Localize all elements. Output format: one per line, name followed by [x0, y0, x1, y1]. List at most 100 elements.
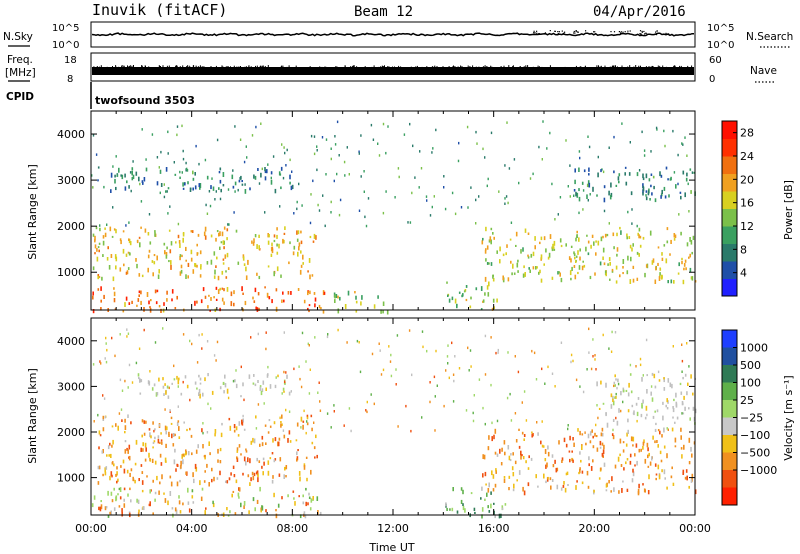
power-echo-cell [382, 211, 385, 215]
power-echo-cell [552, 243, 554, 249]
velocity-echo-cell [237, 434, 240, 437]
velocity-echo-cell [373, 402, 375, 406]
x-tick-label: 20:00 [578, 522, 610, 535]
nave-tick-mark [324, 66, 325, 69]
power-echo-cell [239, 138, 242, 141]
power-echo-cell [210, 234, 213, 238]
power-echo-cell [203, 231, 206, 237]
nsearch-point [594, 31, 596, 33]
nave-label: Nave [750, 65, 777, 77]
velocity-echo-cell [250, 440, 253, 445]
velocity-echo-cell [662, 415, 664, 421]
velocity-echo-cell [594, 354, 596, 357]
velocity-echo-cell [182, 453, 184, 457]
nave-tick-mark [659, 65, 661, 68]
power-echo-cell [385, 151, 387, 155]
power-echo-cell [307, 270, 309, 273]
nsearch-point [613, 31, 616, 33]
velocity-echo-cell [615, 392, 617, 396]
velocity-echo-cell [567, 484, 569, 486]
velocity-echo-cell [537, 432, 539, 436]
velocity-echo-cell [488, 510, 491, 513]
velocity-echo-cell [267, 431, 270, 434]
nave-tick-mark [115, 65, 117, 68]
power-echo-cell [258, 307, 260, 311]
power-echo-cell [185, 246, 187, 251]
power-echo-cell [313, 135, 316, 138]
nave-tick-mark [193, 65, 195, 68]
velocity-echo-cell [119, 333, 121, 336]
velocity-echo-cell [544, 382, 546, 385]
velocity-echo-cell [306, 420, 308, 423]
velocity-echo-cell [661, 434, 663, 438]
velocity-echo-cell [514, 412, 517, 415]
velocity-echo-cell [259, 386, 262, 391]
velocity-echo-cell [588, 327, 590, 331]
nsearch-point [665, 33, 667, 35]
power-echo-cell [578, 237, 580, 242]
power-echo-cell [267, 265, 270, 268]
velocity-echo-cell [521, 401, 523, 404]
power-echo-cell [136, 239, 139, 244]
nave-tick-mark [673, 65, 675, 68]
power-echo-cell [685, 267, 687, 271]
velocity-echo-cell [472, 411, 474, 415]
colorbar-frame [721, 120, 738, 297]
power-echo-cell [232, 185, 235, 189]
velocity-echo-cell [567, 424, 569, 427]
velocity-echo-cell [105, 466, 108, 470]
velocity-echo-cell [303, 465, 306, 470]
power-echo-cell [355, 300, 358, 304]
velocity-echo-cell [504, 503, 507, 506]
power-echo-cell [682, 279, 685, 285]
velocity-echo-cell [636, 460, 638, 466]
power-echo-cell [600, 236, 603, 242]
velocity-echo-cell [274, 437, 277, 442]
power-echo-cell [182, 237, 184, 243]
velocity-echo-cell [510, 453, 512, 456]
power-echo-cell [594, 272, 596, 276]
power-echo-cell [213, 296, 215, 299]
power-echo-cell [226, 228, 229, 232]
nave-tick-mark [398, 65, 400, 68]
power-echo-cell [192, 177, 195, 181]
velocity-echo-cell [151, 458, 154, 463]
power-echo-cell [490, 262, 493, 266]
velocity-echo-cell [170, 416, 173, 420]
power-echo-cell [581, 265, 584, 271]
power-echo-cell [219, 197, 222, 201]
velocity-echo-cell [158, 490, 160, 495]
power-echo-cell [131, 177, 134, 181]
power-echo-cell [148, 300, 150, 305]
velocity-echo-cell [198, 333, 200, 337]
power-echo-cell [124, 302, 126, 307]
power-echo-cell [145, 158, 147, 161]
velocity-echo-cell [211, 390, 214, 395]
velocity-echo-cell [620, 464, 623, 467]
velocity-echo-cell [238, 444, 241, 448]
power-echo-cell [637, 232, 639, 236]
velocity-echo-cell [514, 355, 516, 358]
velocity-echo-cell [293, 497, 295, 500]
velocity-echo-cell [183, 453, 185, 458]
power-echo-cell [156, 255, 158, 261]
velocity-echo-cell [260, 390, 263, 396]
velocity-echo-cell [128, 363, 131, 367]
colorbar-tick-label: 20 [740, 173, 754, 186]
power-echo-cell [686, 154, 688, 157]
velocity-echo-cell [490, 503, 492, 509]
power-echo-cell [214, 198, 216, 201]
power-echo-cell [266, 292, 269, 298]
velocity-echo-cell [262, 380, 265, 385]
power-echo-cell [620, 230, 622, 235]
power-echo-cell [181, 124, 183, 128]
nave-tick-mark [615, 65, 616, 68]
power-echo-cell [244, 300, 247, 306]
power-echo-cell [425, 195, 428, 198]
power-echo-cell [684, 192, 686, 198]
power-echo-cell [175, 241, 177, 244]
noise-panel-frame [90, 21, 696, 48]
velocity-echo-cell [113, 463, 115, 467]
power-echo-cell [170, 260, 172, 265]
